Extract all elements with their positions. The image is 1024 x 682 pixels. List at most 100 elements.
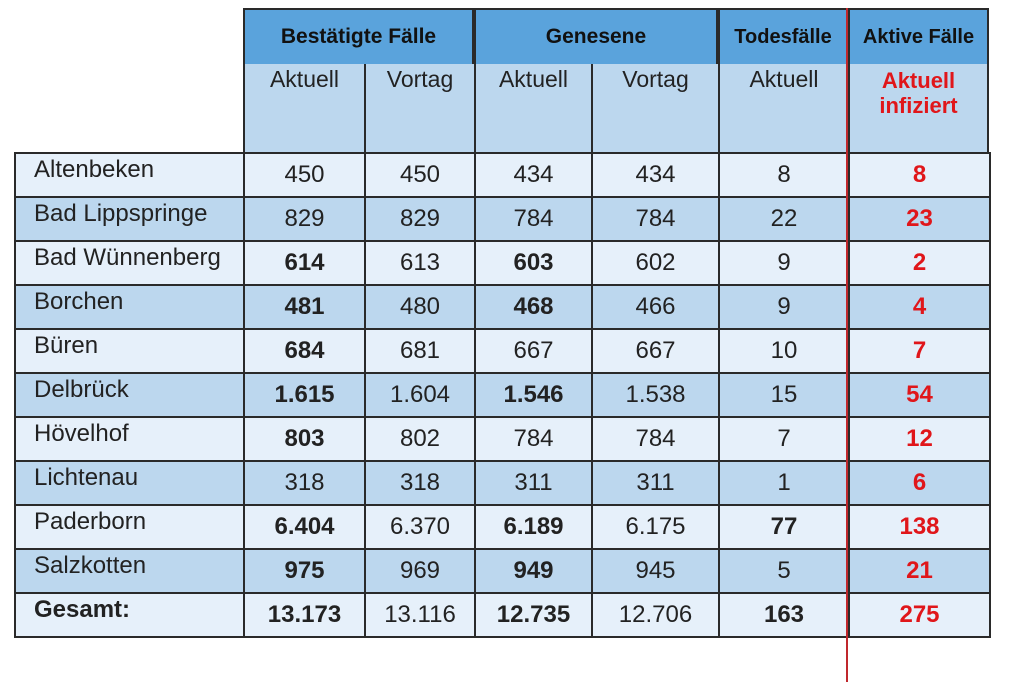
- table-row: Bad Lippspringe 829 829 784 784 22 23: [14, 196, 991, 242]
- total-cell: 13.173: [243, 592, 366, 638]
- table-cell: 77: [718, 504, 850, 550]
- table-cell: 9: [718, 240, 850, 286]
- header-group-deaths: Todesfälle: [718, 10, 848, 64]
- table-cell: 481: [243, 284, 366, 330]
- table-cell: 450: [364, 152, 476, 198]
- table-cell: 784: [591, 196, 720, 242]
- municipality-name: Büren: [14, 328, 245, 374]
- total-cell: 12.706: [591, 592, 720, 638]
- table-cell: 15: [718, 372, 850, 418]
- table-cell: 1.538: [591, 372, 720, 418]
- table-row: Lichtenau 318 318 311 311 1 6: [14, 460, 991, 506]
- header-group-recovered: Genesene: [474, 10, 718, 64]
- table-cell: 23: [848, 196, 991, 242]
- table-cell: 1: [718, 460, 850, 506]
- table-cell: 1.604: [364, 372, 476, 418]
- table-cell: 311: [474, 460, 593, 506]
- table-cell: 468: [474, 284, 593, 330]
- table-cell: 2: [848, 240, 991, 286]
- table-cell: 829: [243, 196, 366, 242]
- table-cell: 4: [848, 284, 991, 330]
- table-cell: 5: [718, 548, 850, 594]
- header-top-border: [243, 8, 989, 11]
- table-cell: 1.546: [474, 372, 593, 418]
- municipality-name: Hövelhof: [14, 416, 245, 462]
- table-cell: 434: [474, 152, 593, 198]
- table-cell: 602: [591, 240, 720, 286]
- table-cell: 802: [364, 416, 476, 462]
- covid-table: Altenbeken 450 450 434 434 8 8 Bad Lippspringe 8…: [14, 152, 991, 638]
- table-cell: 466: [591, 284, 720, 330]
- table-cell: 603: [474, 240, 593, 286]
- total-cell: 13.116: [364, 592, 476, 638]
- municipality-name: Lichtenau: [14, 460, 245, 506]
- table-cell: 829: [364, 196, 476, 242]
- table-cell: 54: [848, 372, 991, 418]
- table-cell: 434: [591, 152, 720, 198]
- municipality-name: Bad Lippspringe: [14, 196, 245, 242]
- table-cell: 667: [591, 328, 720, 374]
- table-cell: 681: [364, 328, 476, 374]
- municipality-name: Bad Wünnenberg: [14, 240, 245, 286]
- table-cell: 318: [243, 460, 366, 506]
- table-row: Paderborn 6.404 6.370 6.189 6.175 77 138: [14, 504, 991, 550]
- table-cell: 6.404: [243, 504, 366, 550]
- table-cell: 784: [474, 196, 593, 242]
- total-label: Gesamt:: [14, 592, 245, 638]
- municipality-name: Borchen: [14, 284, 245, 330]
- table-cell: 6.189: [474, 504, 593, 550]
- subheader-recovered-previous: Vortag: [591, 64, 718, 152]
- table-cell: 945: [591, 548, 720, 594]
- table-cell: 1.615: [243, 372, 366, 418]
- municipality-name: Altenbeken: [14, 152, 245, 198]
- table-row: Hövelhof 803 802 784 784 7 12: [14, 416, 991, 462]
- municipality-name: Paderborn: [14, 504, 245, 550]
- table-cell: 667: [474, 328, 593, 374]
- table-cell: 684: [243, 328, 366, 374]
- total-cell: 275: [848, 592, 991, 638]
- table-cell: 450: [243, 152, 366, 198]
- table-cell: 6.370: [364, 504, 476, 550]
- table-cell: 10: [718, 328, 850, 374]
- header-group-active: Aktive Fälle: [848, 10, 989, 64]
- table-cell: 9: [718, 284, 850, 330]
- table-cell: 949: [474, 548, 593, 594]
- table-cell: 21: [848, 548, 991, 594]
- total-cell: 163: [718, 592, 850, 638]
- subheader-confirmed-current: Aktuell: [243, 64, 364, 152]
- table-cell: 8: [718, 152, 850, 198]
- table-cell: 6.175: [591, 504, 720, 550]
- total-row: Gesamt: 13.173 13.116 12.735 12.706 163 275: [14, 592, 991, 638]
- table-cell: 311: [591, 460, 720, 506]
- active-cases-divider: [846, 8, 848, 682]
- table-row: Büren 684 681 667 667 10 7: [14, 328, 991, 374]
- table-row: Bad Wünnenberg 614 613 603 602 9 2: [14, 240, 991, 286]
- subheader-recovered-current: Aktuell: [474, 64, 591, 152]
- municipality-name: Delbrück: [14, 372, 245, 418]
- header-group-confirmed: Bestätigte Fälle: [243, 10, 474, 64]
- table-row: Salzkotten 975 969 949 945 5 21: [14, 548, 991, 594]
- table-cell: 6: [848, 460, 991, 506]
- table-cell: 784: [474, 416, 593, 462]
- table-row: Altenbeken 450 450 434 434 8 8: [14, 152, 991, 198]
- table-row: Borchen 481 480 468 466 9 4: [14, 284, 991, 330]
- table-cell: 969: [364, 548, 476, 594]
- table-cell: 7: [718, 416, 850, 462]
- table-cell: 8: [848, 152, 991, 198]
- table-row: Delbrück 1.615 1.604 1.546 1.538 15 54: [14, 372, 991, 418]
- table-cell: 613: [364, 240, 476, 286]
- table-cell: 480: [364, 284, 476, 330]
- table-cell: 803: [243, 416, 366, 462]
- subheader-confirmed-previous: Vortag: [364, 64, 474, 152]
- municipality-name: Salzkotten: [14, 548, 245, 594]
- subheader-deaths-current: Aktuell: [718, 64, 848, 152]
- table-cell: 7: [848, 328, 991, 374]
- table-cell: 12: [848, 416, 991, 462]
- table-cell: 22: [718, 196, 850, 242]
- subheader-active-current: Aktuell infiziert: [848, 64, 989, 152]
- table-cell: 784: [591, 416, 720, 462]
- total-cell: 12.735: [474, 592, 593, 638]
- table-cell: 614: [243, 240, 366, 286]
- table-cell: 138: [848, 504, 991, 550]
- table-cell: 318: [364, 460, 476, 506]
